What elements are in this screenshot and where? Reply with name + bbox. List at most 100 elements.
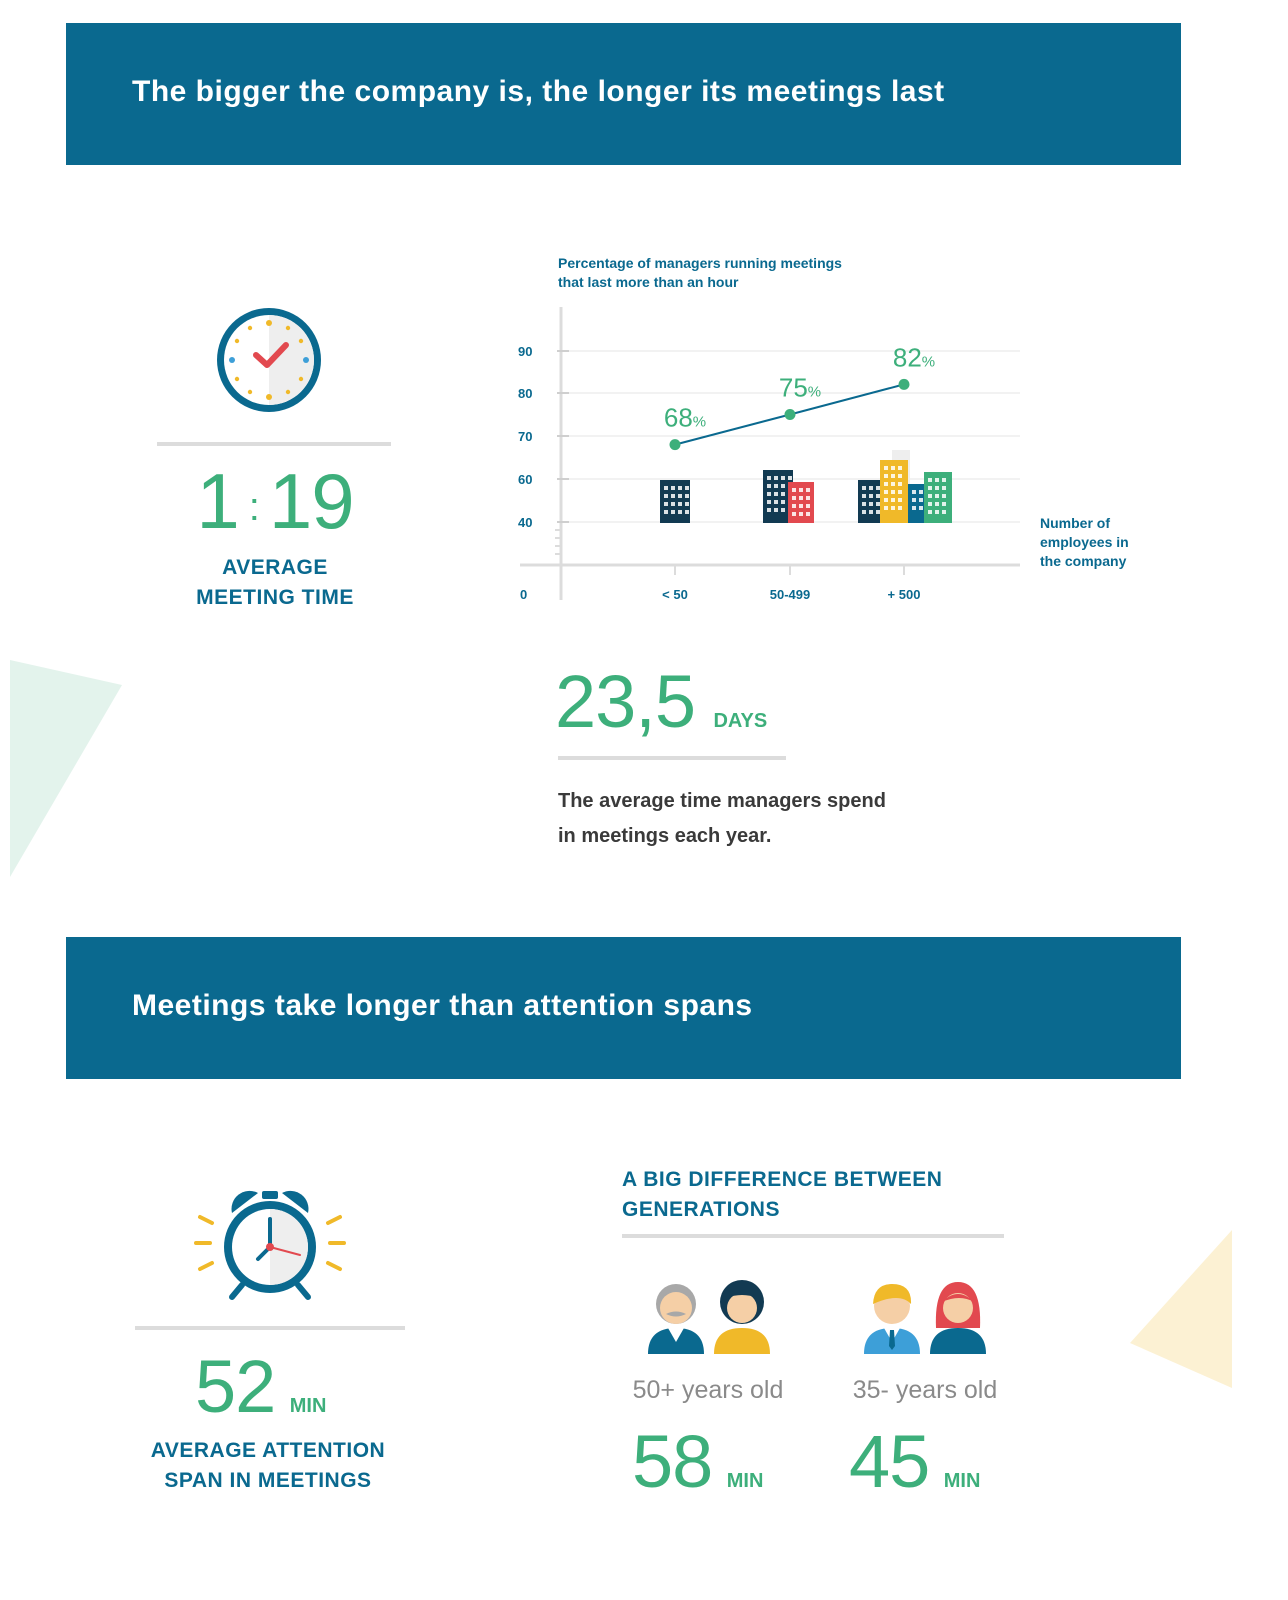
building-window: [678, 502, 682, 506]
attention-stat: 52 MIN: [195, 1345, 326, 1429]
building-window: [928, 502, 932, 506]
y-tick-label: 70: [518, 429, 532, 444]
building-window: [891, 490, 895, 494]
building-window: [806, 496, 810, 500]
days-unit: DAYS: [713, 710, 768, 732]
building-window: [685, 486, 689, 490]
group-older-stat: 58 MIN: [632, 1420, 763, 1504]
building-window: [884, 506, 888, 510]
younger-people-icon: [864, 1282, 986, 1354]
building-window: [935, 494, 939, 498]
building-window: [869, 510, 873, 514]
building-window: [781, 476, 785, 480]
data-point: [669, 439, 681, 451]
generations-divider: [622, 1234, 1004, 1238]
building-window: [767, 500, 771, 504]
building-window: [664, 494, 668, 498]
x-axis-label-line3: the company: [1040, 553, 1127, 569]
building-window: [792, 504, 796, 508]
building-window: [806, 512, 810, 516]
building-window: [799, 496, 803, 500]
building-window: [664, 486, 668, 490]
section1-title: The bigger the company is, the longer it…: [132, 75, 945, 108]
building-window: [862, 486, 866, 490]
building-window: [774, 484, 778, 488]
attention-unit: MIN: [289, 1395, 327, 1417]
days-desc-line2: in meetings each year.: [558, 825, 772, 847]
x-tick-label: + 500: [888, 587, 921, 602]
building-window: [671, 502, 675, 506]
group-younger-value: 45: [849, 1420, 930, 1503]
building-window: [919, 498, 923, 502]
building-window: [898, 466, 902, 470]
building-window: [781, 500, 785, 504]
building-window: [869, 502, 873, 506]
building-window: [935, 510, 939, 514]
building-window: [898, 506, 902, 510]
chart-title-line2: that last more than an hour: [558, 274, 739, 290]
building-window: [862, 510, 866, 514]
building-window: [678, 510, 682, 514]
building-window: [935, 486, 939, 490]
building-window: [928, 494, 932, 498]
building-window: [792, 488, 796, 492]
line-chart: 90 80 70 60 40 0 < 50 50-499 + 500 68% 75% 82%: [518, 307, 1020, 602]
chart-title: Percentage of managers running meetings …: [558, 254, 842, 292]
building-window: [869, 486, 873, 490]
generations-heading-line2: GENERATIONS: [622, 1198, 780, 1221]
building-window: [862, 502, 866, 506]
building-window: [912, 498, 916, 502]
days-value: 23,5: [555, 660, 696, 743]
y-origin-label: 0: [520, 587, 527, 602]
days-description: The average time managers spend in meeti…: [558, 784, 886, 854]
building-window: [876, 510, 880, 514]
meeting-time-value: 1:19: [195, 458, 355, 550]
building-window: [884, 466, 888, 470]
attention-divider: [135, 1326, 405, 1330]
group-older-label: 50+ years old: [632, 1376, 784, 1404]
building-window: [942, 486, 946, 490]
x-axis-label-line1: Number of: [1040, 515, 1110, 531]
building-window: [884, 490, 888, 494]
attention-label-line2: SPAN IN MEETINGS: [164, 1469, 372, 1492]
building-window: [928, 510, 932, 514]
building-window: [876, 502, 880, 506]
building-window: [876, 494, 880, 498]
building-window: [869, 494, 873, 498]
building-window: [884, 474, 888, 478]
building-window: [767, 476, 771, 480]
building-window: [774, 492, 778, 496]
x-axis-label-line2: employees in: [1040, 534, 1129, 550]
building-window: [891, 482, 895, 486]
building-window: [664, 510, 668, 514]
building-window: [891, 506, 895, 510]
older-people-icon: [648, 1280, 770, 1354]
building-window: [685, 510, 689, 514]
building-window: [685, 502, 689, 506]
building-window: [664, 502, 668, 506]
y-tick-label: 80: [518, 386, 532, 401]
building-window: [891, 466, 895, 470]
attention-label: AVERAGE ATTENTION SPAN IN MEETINGS: [120, 1436, 416, 1496]
attention-value: 52: [195, 1345, 276, 1428]
building-window: [774, 508, 778, 512]
building-window: [942, 502, 946, 506]
data-point: [898, 378, 910, 390]
building-window: [774, 500, 778, 504]
section2-banner: Meetings take longer than attention span…: [66, 937, 1181, 1079]
section1-banner: The bigger the company is, the longer it…: [66, 23, 1181, 165]
building-window: [884, 482, 888, 486]
chart-x-axis-label: Number of employees in the company: [1040, 514, 1129, 571]
building-window: [806, 504, 810, 508]
building-window: [876, 486, 880, 490]
generations-heading-line1: A BIG DIFFERENCE BETWEEN: [622, 1168, 943, 1191]
x-tick-label: 50-499: [770, 587, 810, 602]
building-window: [671, 486, 675, 490]
building-window: [799, 512, 803, 516]
building-window: [928, 486, 932, 490]
building-window: [781, 492, 785, 496]
meeting-time-separator: :: [248, 485, 260, 530]
building-window: [685, 494, 689, 498]
data-label: 75%: [779, 373, 821, 403]
days-divider: [558, 756, 786, 760]
